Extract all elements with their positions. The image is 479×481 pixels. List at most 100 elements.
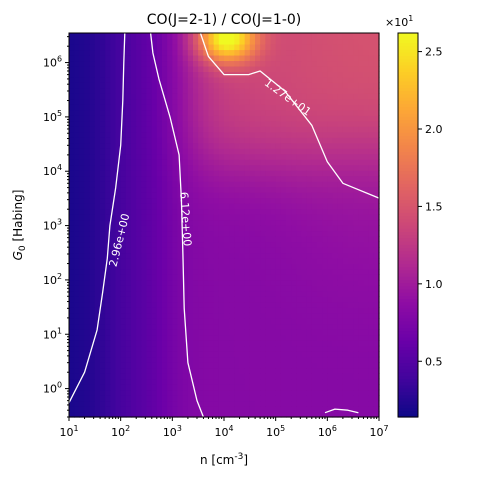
heatmap-cell (291, 362, 297, 369)
heatmap-cell (239, 65, 246, 72)
colorbar-segment (398, 148, 418, 152)
heatmap-cell (208, 175, 215, 182)
heatmap-cell (255, 104, 261, 111)
heatmap-cell (167, 159, 173, 166)
heatmap-cell (239, 164, 246, 171)
heatmap-cell (265, 109, 272, 116)
heatmap-cell (358, 197, 365, 204)
heatmap-cell (332, 296, 339, 303)
heatmap-cell (342, 241, 349, 248)
heatmap-cell (203, 340, 210, 347)
heatmap-cell (131, 329, 137, 336)
heatmap-cell (125, 296, 132, 303)
heatmap-cell (89, 93, 96, 100)
heatmap-cell (74, 131, 80, 138)
heatmap-cell (239, 126, 246, 133)
heatmap-cell (151, 351, 158, 358)
heatmap-cell (301, 252, 308, 259)
heatmap-cell (301, 230, 308, 237)
heatmap-cell (239, 312, 246, 319)
heatmap-cell (208, 225, 215, 232)
heatmap-cell (280, 351, 287, 358)
heatmap-cell (358, 159, 365, 166)
heatmap-cell (131, 367, 137, 374)
heatmap-cell (120, 33, 127, 40)
heatmap-cell (301, 241, 308, 248)
heatmap-cell (249, 225, 256, 232)
heatmap-cell (229, 142, 235, 149)
heatmap-cell (224, 87, 230, 94)
heatmap-cell (69, 340, 75, 347)
heatmap-cell (69, 159, 75, 166)
heatmap-cell (363, 257, 370, 264)
heatmap-cell (311, 137, 318, 144)
heatmap-cell (306, 170, 313, 177)
heatmap-cell (358, 181, 365, 188)
heatmap-cell (229, 296, 235, 303)
heatmap-cell (353, 43, 359, 51)
heatmap-cell (182, 181, 189, 188)
heatmap-cell (317, 318, 323, 325)
heatmap-cell (208, 318, 215, 325)
heatmap-cell (198, 384, 204, 391)
heatmap-cell (317, 54, 323, 62)
heatmap-cell (193, 131, 199, 138)
heatmap-cell (373, 159, 380, 166)
heatmap-cell (332, 384, 339, 391)
heatmap-cell (234, 235, 241, 243)
heatmap-cell (260, 33, 266, 40)
heatmap-cell (79, 115, 86, 122)
heatmap-cell (373, 54, 380, 62)
heatmap-cell (234, 268, 241, 275)
heatmap-cell (301, 312, 308, 319)
heatmap-cell (249, 230, 256, 237)
heatmap-cell (353, 263, 359, 270)
heatmap-cell (255, 395, 261, 402)
heatmap-cell (322, 389, 328, 396)
heatmap-cell (332, 137, 339, 144)
heatmap-cell (213, 214, 220, 221)
heatmap-cell (373, 257, 380, 264)
heatmap-cell (265, 43, 272, 51)
heatmap-cell (275, 351, 282, 358)
heatmap-cell (229, 362, 235, 369)
heatmap-cell (182, 389, 189, 396)
heatmap-cell (265, 104, 272, 111)
heatmap-cell (317, 400, 323, 407)
heatmap-cell (244, 345, 251, 352)
heatmap-cell (110, 87, 117, 94)
heatmap-cell (193, 411, 199, 418)
heatmap-cell (337, 120, 344, 127)
heatmap-cell (342, 203, 349, 210)
heatmap-cell (327, 93, 334, 100)
heatmap-cell (156, 65, 163, 72)
heatmap-cell (120, 296, 127, 303)
colorbar-segment (398, 378, 418, 383)
heatmap-cell (120, 153, 127, 160)
heatmap-cell (213, 296, 220, 303)
heatmap-cell (317, 93, 323, 100)
heatmap-cell (94, 76, 101, 83)
heatmap-cell (218, 126, 225, 133)
heatmap-cell (239, 274, 246, 281)
heatmap-cell (244, 367, 251, 374)
heatmap-cell (306, 137, 313, 144)
heatmap-cell (89, 71, 96, 78)
heatmap-cell (270, 290, 277, 297)
heatmap-cell (296, 197, 303, 204)
x-tick-label: 101 (59, 424, 78, 439)
contour-label: 6.12e+00 (177, 191, 194, 246)
heatmap-cell (120, 203, 127, 210)
heatmap-cell (110, 263, 117, 270)
heatmap-cell (373, 384, 380, 391)
heatmap-cell (280, 241, 287, 248)
heatmap-cell (146, 203, 153, 210)
heatmap-cell (146, 126, 153, 133)
heatmap-cell (110, 208, 117, 215)
heatmap-cell (136, 208, 142, 215)
heatmap-cell (203, 181, 210, 188)
heatmap-cell (239, 175, 246, 182)
heatmap-cell (327, 307, 334, 314)
heatmap-cell (105, 148, 111, 155)
heatmap-cell (306, 356, 313, 363)
